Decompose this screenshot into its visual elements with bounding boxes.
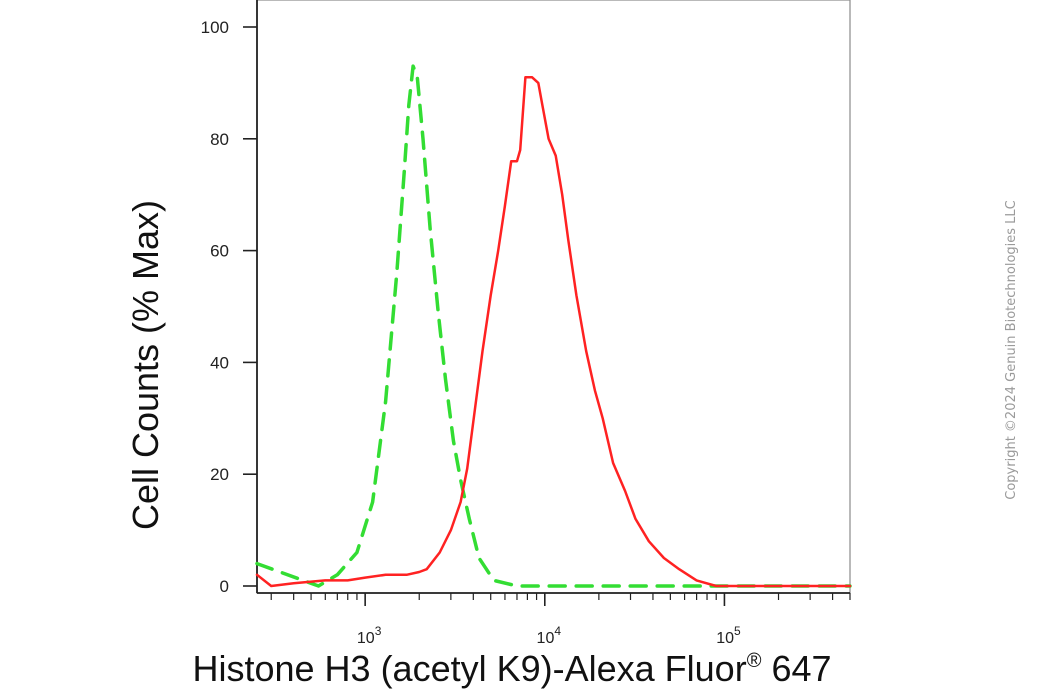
x-axis-title-main: Histone H3 (acetyl K9)-Alexa Fluor (192, 648, 746, 689)
control-histogram-line (255, 64, 852, 588)
y-tick-label: 20 (210, 465, 229, 484)
y-tick-label: 40 (210, 353, 229, 372)
y-tick-label: 60 (210, 242, 229, 261)
x-axis-title-suffix: 647 (761, 648, 831, 689)
x-axis-title: Histone H3 (acetyl K9)-Alexa Fluor® 647 (192, 648, 831, 689)
x-axis-title-registered-mark: ® (747, 650, 762, 672)
y-tick-label: 100 (201, 18, 229, 37)
y-tick-label: 0 (220, 577, 229, 596)
y-tick-label: 80 (210, 130, 229, 149)
x-tick-label: 103 (357, 624, 382, 647)
x-tick-label: 105 (716, 624, 741, 647)
x-tick-label: 104 (537, 624, 562, 647)
y-axis-title: Cell Counts (% Max) (125, 200, 166, 530)
sample-histogram-line (255, 76, 852, 588)
copyright-watermark: Copyright ©2024 Genuin Biotechnologies L… (1004, 200, 1019, 499)
